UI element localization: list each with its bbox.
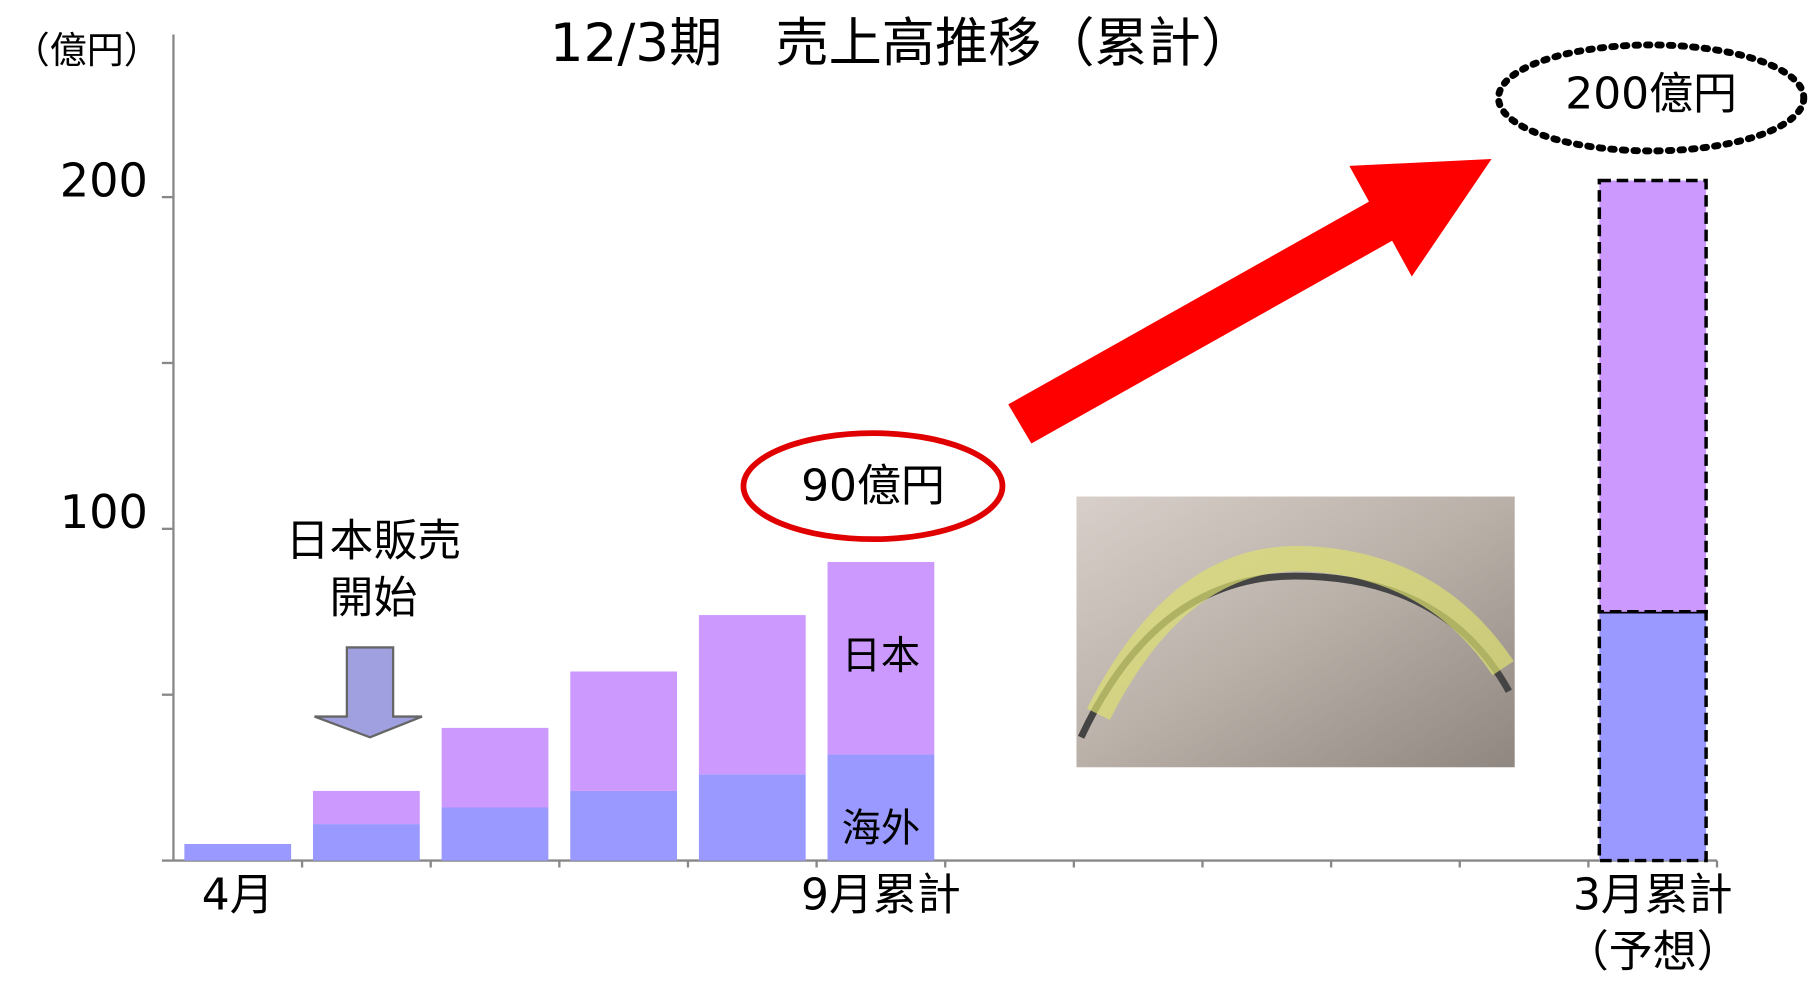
chart-title: 12/3期 売上高推移（累計） bbox=[550, 12, 1254, 74]
chart-body: 12/3期 売上高推移（累計） （億円） 日本販売開始 90億円 200億円 1… bbox=[13, 12, 1808, 977]
x-tick-label: 9月累計 bbox=[801, 869, 961, 920]
photo-detail bbox=[1087, 545, 1514, 720]
bar-segment bbox=[1597, 610, 1708, 863]
bar-segment bbox=[313, 824, 420, 861]
down-arrow bbox=[314, 646, 423, 739]
bar-segment bbox=[570, 671, 678, 791]
series-label: 日本 bbox=[842, 634, 921, 679]
bar-segment bbox=[698, 615, 806, 775]
highlight-ellipse bbox=[740, 430, 1006, 543]
annotation: 200億円 bbox=[1565, 69, 1737, 120]
forecast-ellipse bbox=[1495, 41, 1808, 155]
bar-segment bbox=[313, 790, 420, 825]
trend-arrow bbox=[1008, 158, 1492, 444]
bar-segment bbox=[827, 562, 935, 755]
annotation: 90億円 bbox=[801, 461, 945, 512]
bar-segment bbox=[441, 807, 549, 861]
bar-segment bbox=[698, 774, 806, 861]
y-tick-label: 100 bbox=[60, 485, 148, 539]
annotation: 日本販売開始 bbox=[286, 516, 462, 624]
x-tick-label: 4月 bbox=[202, 869, 274, 920]
y-axis-label: （億円） bbox=[13, 28, 161, 71]
y-tick-label: 200 bbox=[60, 153, 148, 207]
series-label: 海外 bbox=[842, 806, 921, 851]
bar-segment bbox=[184, 843, 292, 861]
bar-segment bbox=[441, 727, 549, 808]
bar-segment bbox=[570, 790, 678, 861]
x-tick-label: 3月累計（予想） bbox=[1565, 869, 1741, 977]
bar-segment bbox=[1597, 178, 1708, 614]
bar-segment bbox=[827, 754, 935, 861]
